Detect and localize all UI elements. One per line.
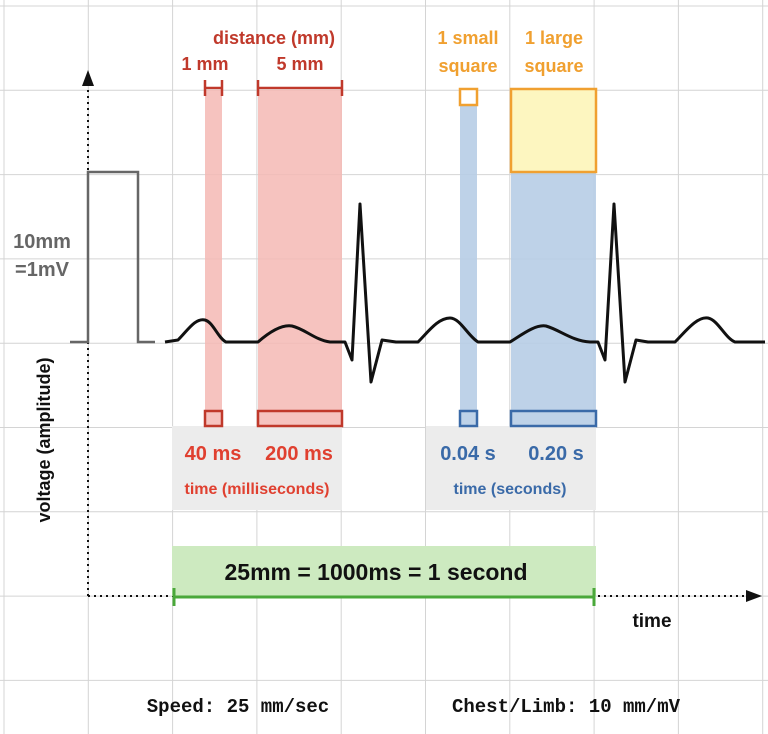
calibration-pulse	[70, 170, 155, 344]
distance-title: distance (mm)	[213, 28, 335, 48]
one-mm-bottom-marker	[203, 409, 224, 428]
one-mm-label: 1 mm	[181, 54, 228, 74]
five-mm-bottom-marker	[256, 409, 344, 428]
small-square-label-line1: 1 small	[437, 28, 498, 48]
one-second-bracket	[172, 588, 596, 606]
small-square-band	[460, 105, 477, 426]
large-square-band	[511, 172, 596, 426]
s020-label: 0.20 s	[528, 443, 584, 465]
calibration-label-line2: =1mV	[15, 259, 70, 281]
one-second-banner	[172, 546, 596, 596]
five-mm-label: 5 mm	[276, 54, 323, 74]
small-square-marker	[458, 87, 479, 107]
large-square-marker	[509, 87, 598, 174]
small-square-bottom-marker	[458, 409, 479, 428]
ecg-trace	[164, 202, 765, 384]
one-mm-band	[205, 90, 222, 426]
chest-limb-label: Chest/Limb: 10 mm/mV	[452, 696, 681, 718]
large-square-label-line1: 1 large	[525, 28, 583, 48]
y-axis-arrow-icon	[82, 70, 94, 86]
milliseconds-label-box	[172, 426, 342, 510]
s004-label: 0.04 s	[440, 443, 496, 465]
large-square-bottom-marker	[509, 409, 598, 428]
speed-label: Speed: 25 mm/sec	[147, 696, 329, 718]
ms200-label: 200 ms	[265, 443, 333, 465]
large-square-label-line2: square	[524, 56, 583, 76]
x-axis-label: time	[632, 611, 671, 632]
y-axis-label: voltage (amplitude)	[34, 357, 54, 522]
calibration-label-line1: 10mm	[13, 231, 71, 253]
seconds-label-box	[426, 426, 596, 510]
x-axis-arrow-icon	[746, 590, 762, 602]
one-mm-bracket	[203, 80, 224, 96]
time-milliseconds-label: time (milliseconds)	[185, 481, 330, 498]
five-mm-band	[258, 90, 342, 426]
time-seconds-label: time (seconds)	[454, 481, 567, 498]
ms40-label: 40 ms	[185, 443, 242, 465]
one-second-banner-label: 25mm = 1000ms = 1 second	[224, 559, 527, 585]
five-mm-bracket	[256, 80, 344, 96]
small-square-label-line2: square	[438, 56, 497, 76]
